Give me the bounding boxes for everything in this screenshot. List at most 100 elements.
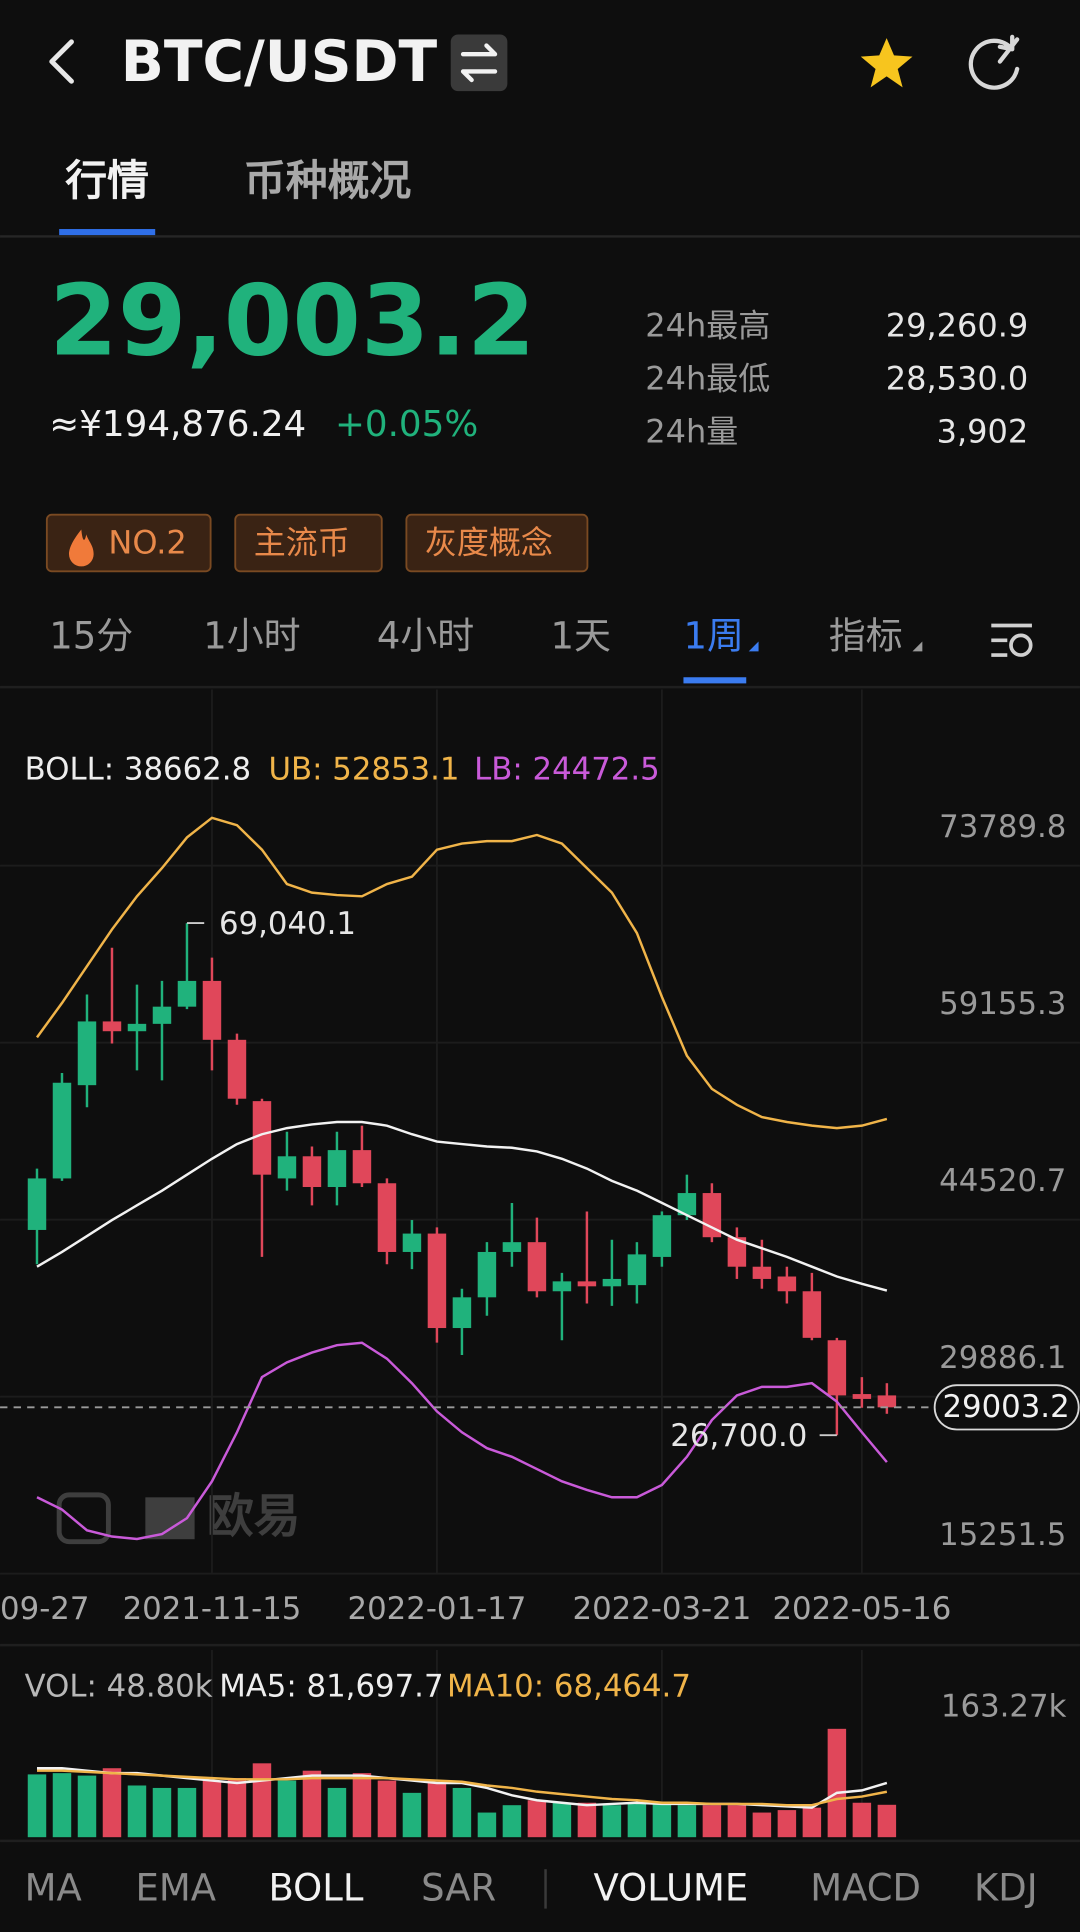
volume-bar	[352, 1773, 372, 1838]
candle-body	[777, 1276, 797, 1292]
settings-gear	[1009, 633, 1033, 657]
candle-body	[277, 1156, 297, 1179]
indicator-tab[interactable]: KDJ	[974, 1867, 1038, 1910]
candle-body	[827, 1340, 847, 1396]
indicator-tab[interactable]: MA	[25, 1867, 82, 1910]
volume-bar	[27, 1774, 47, 1838]
interval-tab[interactable]: 指标	[829, 614, 903, 657]
volume-bar	[752, 1812, 772, 1838]
x-tick-label: 2021-11-15	[123, 1591, 302, 1627]
candle-body	[202, 980, 222, 1040]
candle-body	[377, 1183, 397, 1252]
stat-label: 24h最高	[645, 307, 770, 345]
tab-underline	[59, 229, 156, 236]
back-button[interactable]	[49, 39, 74, 84]
tag-box[interactable]	[234, 513, 383, 573]
indicator-tab[interactable]: SAR	[421, 1867, 496, 1910]
volume-bar	[477, 1812, 497, 1838]
tag-text: 主流币	[254, 523, 350, 561]
change-pct: +0.05%	[335, 404, 478, 445]
last-price-box	[933, 1384, 1080, 1431]
volume-bar	[652, 1802, 672, 1838]
stat-value: 28,530.0	[886, 359, 1029, 397]
tag-text: 灰度概念	[425, 523, 553, 561]
volume-bar	[452, 1787, 472, 1838]
volume-bar	[102, 1768, 122, 1838]
tab-active[interactable]: 行情	[65, 156, 149, 205]
favorite-star[interactable]	[860, 38, 913, 88]
candle-body	[652, 1215, 672, 1257]
interval-tab[interactable]: 4小时	[377, 614, 474, 657]
stat-value: 29,260.9	[886, 307, 1029, 345]
legend-entry: VOL: 48.80k	[25, 1669, 213, 1705]
candle-body	[677, 1193, 697, 1216]
candle-body	[577, 1281, 597, 1287]
indicator-tab[interactable]: MACD	[810, 1867, 921, 1910]
interval-tab[interactable]: 1小时	[203, 614, 300, 657]
boll-line	[36, 1341, 888, 1541]
stat-value: 3,902	[937, 412, 1029, 450]
volume-bar	[727, 1805, 747, 1838]
interval-tab[interactable]: 15分	[49, 614, 133, 657]
x-tick-label: 2022-05-16	[772, 1591, 951, 1627]
legend-entry: MA10: 68,464.7	[447, 1669, 691, 1705]
x-tick-label: 2022-03-21	[573, 1591, 752, 1627]
volume-bar	[702, 1805, 722, 1838]
indicator-tab[interactable]: EMA	[135, 1867, 215, 1910]
dropdown-caret	[748, 641, 759, 652]
candle-body	[52, 1082, 72, 1179]
tag-text: NO.2	[108, 523, 186, 561]
y-tick-label: 29886.1	[939, 1340, 1066, 1376]
interval-tab[interactable]: 1天	[550, 614, 610, 657]
volume-bar	[527, 1800, 547, 1838]
candle-body	[152, 1006, 172, 1024]
interval-tab[interactable]: 1周	[683, 614, 743, 657]
last-price-label: 29003.2	[942, 1389, 1069, 1425]
watermark-text: 欧易	[207, 1490, 301, 1544]
volume-bar	[202, 1780, 222, 1838]
y-tick-label: 59155.3	[939, 986, 1066, 1022]
y-tick-label: 163.27k	[941, 1688, 1067, 1724]
dropdown-caret	[912, 641, 923, 652]
indicator-tab[interactable]: VOLUME	[594, 1867, 749, 1910]
volume-bar	[227, 1778, 247, 1838]
volume-ma-line	[36, 1769, 888, 1807]
volume-bar	[827, 1728, 847, 1838]
candle-body	[227, 1039, 247, 1099]
low-label: 26,700.0	[670, 1418, 807, 1454]
y-tick-label: 73789.8	[939, 809, 1066, 845]
x-tick-label: 2022-01-17	[348, 1591, 527, 1627]
legend-entry: UB: 52853.1	[268, 751, 459, 787]
volume-bar	[277, 1780, 297, 1838]
tag-box[interactable]	[405, 513, 589, 573]
legend-entry: LB: 24472.5	[474, 751, 660, 787]
candle-body	[727, 1237, 747, 1267]
volume-bar	[377, 1780, 397, 1838]
candle-body	[477, 1251, 497, 1298]
tab[interactable]: 币种概况	[244, 156, 412, 205]
volume-bar	[627, 1803, 647, 1838]
candle-body	[627, 1254, 647, 1286]
indicator-tab[interactable]: BOLL	[268, 1867, 363, 1910]
candle-body	[602, 1278, 622, 1287]
swap-bg	[450, 34, 508, 92]
watermark-logo	[56, 1492, 111, 1545]
volume-bar	[427, 1783, 447, 1838]
chart-settings[interactable]	[991, 623, 1033, 657]
candle-body	[402, 1233, 422, 1252]
x-tick-label: 09-27	[0, 1591, 89, 1627]
candle-body	[27, 1178, 47, 1230]
hot-icon	[69, 529, 94, 567]
candle-body	[802, 1291, 822, 1338]
candle-body	[752, 1266, 772, 1279]
boll-line	[36, 1120, 888, 1292]
volume-bar	[77, 1775, 97, 1838]
last-price: 29,003.2	[49, 264, 535, 378]
swap-button[interactable]	[450, 34, 508, 92]
candle-body	[302, 1156, 322, 1188]
legend-entry: BOLL: 38662.8	[25, 751, 251, 787]
legend-entry: MA5: 81,697.7	[219, 1669, 443, 1705]
volume-bar	[577, 1802, 597, 1838]
